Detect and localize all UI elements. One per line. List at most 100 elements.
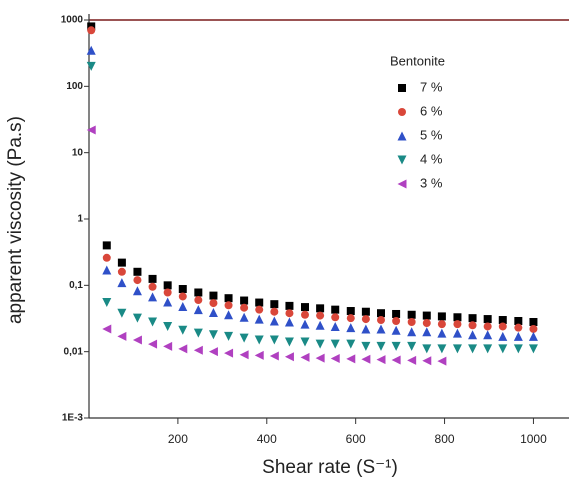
x-tick-label: 600 xyxy=(346,432,366,446)
y-tick-label: 0,1 xyxy=(69,280,83,291)
data-point xyxy=(133,276,142,285)
y-tick-label: 1E-3 xyxy=(62,413,84,424)
y-axis-title: apparent viscosity (Pa.s) xyxy=(5,116,26,324)
data-point xyxy=(117,258,126,267)
data-point xyxy=(361,324,371,334)
data-point xyxy=(468,321,477,330)
data-point xyxy=(132,335,142,345)
data-point xyxy=(513,331,523,341)
data-point xyxy=(514,323,523,332)
data-point xyxy=(209,291,218,300)
data-point xyxy=(361,307,370,316)
data-point xyxy=(330,339,340,349)
data-point xyxy=(86,61,96,71)
data-point xyxy=(377,309,385,318)
data-point xyxy=(392,316,401,325)
data-point xyxy=(437,312,446,321)
data-point xyxy=(163,321,173,331)
data-point xyxy=(239,312,249,322)
x-tick-label: 800 xyxy=(435,432,455,446)
data-point xyxy=(163,288,172,297)
data-point xyxy=(194,296,203,305)
y-tick-label: 10 xyxy=(72,147,84,158)
data-point xyxy=(102,241,111,250)
data-point xyxy=(255,298,264,307)
data-point xyxy=(331,305,340,314)
data-point xyxy=(178,285,187,294)
data-point xyxy=(315,320,325,330)
data-point xyxy=(361,354,371,364)
data-point xyxy=(468,314,477,323)
data-point xyxy=(346,339,356,349)
data-point xyxy=(514,316,523,325)
data-point xyxy=(224,294,233,303)
legend-label: 7 % xyxy=(420,79,443,94)
y-tick-label: 1 xyxy=(77,214,83,225)
legend-marker xyxy=(397,179,407,189)
data-point xyxy=(468,344,478,354)
data-point xyxy=(269,316,279,326)
data-point xyxy=(163,341,173,351)
x-tick-label: 1000 xyxy=(520,432,547,446)
data-point xyxy=(285,301,294,310)
y-tick-label: 0,01 xyxy=(64,346,84,357)
data-point xyxy=(422,356,432,366)
data-point xyxy=(224,348,234,358)
data-point xyxy=(102,265,112,275)
data-point xyxy=(437,344,447,354)
legend-title: Bentonite xyxy=(390,53,445,68)
data-point xyxy=(376,324,386,334)
data-point xyxy=(361,315,370,324)
data-point xyxy=(528,331,538,341)
data-point xyxy=(422,311,431,320)
data-point xyxy=(330,353,340,363)
data-point xyxy=(132,313,142,323)
data-point xyxy=(117,267,126,276)
data-point xyxy=(422,344,432,354)
data-point xyxy=(392,309,401,318)
data-point xyxy=(407,327,417,337)
data-point xyxy=(269,335,279,345)
data-point xyxy=(209,299,218,308)
y-tick-label: 1000 xyxy=(61,15,84,26)
data-point xyxy=(284,352,294,362)
data-point xyxy=(483,315,492,324)
data-point xyxy=(117,331,127,341)
data-point xyxy=(407,318,416,327)
data-point xyxy=(102,253,111,262)
data-point xyxy=(86,125,96,135)
legend-label: 4 % xyxy=(420,151,443,166)
data-point xyxy=(284,337,294,347)
data-point xyxy=(330,321,340,331)
data-point xyxy=(224,301,233,310)
data-point xyxy=(270,300,279,309)
data-point xyxy=(376,341,386,351)
data-point xyxy=(422,327,432,337)
data-point xyxy=(346,314,355,323)
legend-label: 3 % xyxy=(420,175,443,190)
legend-marker xyxy=(398,108,406,116)
data-point xyxy=(208,347,218,357)
data-point xyxy=(498,316,507,325)
data-point xyxy=(498,322,507,331)
data-point xyxy=(498,331,508,341)
data-point xyxy=(437,320,446,329)
data-point xyxy=(270,307,279,316)
legend-label: 5 % xyxy=(420,127,443,142)
data-point xyxy=(269,351,279,361)
data-point xyxy=(513,344,523,354)
data-point xyxy=(315,353,325,363)
data-point xyxy=(208,307,218,317)
data-point xyxy=(193,345,203,355)
data-point xyxy=(377,316,385,325)
data-point xyxy=(361,341,371,351)
data-point xyxy=(315,339,325,349)
data-point xyxy=(529,324,538,333)
data-point xyxy=(468,330,478,340)
data-point xyxy=(86,45,96,55)
data-point xyxy=(528,344,538,354)
data-point xyxy=(178,325,188,335)
data-point xyxy=(316,311,325,320)
data-point xyxy=(300,319,310,329)
